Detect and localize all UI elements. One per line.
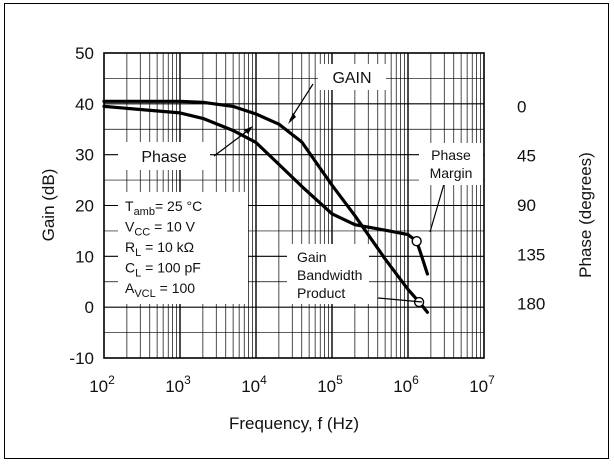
annotation-boxes (118, 64, 483, 304)
series-lines (102, 83, 445, 314)
phase-label-box (118, 142, 210, 170)
phase-margin-leader (429, 183, 445, 233)
condition-line: CL = 100 pF (125, 260, 201, 280)
phase-leader-line (213, 128, 251, 157)
gbp-label: Bandwidth (297, 267, 362, 283)
x-tick-label: 106 (393, 373, 419, 396)
y-tick-left: 10 (75, 247, 94, 266)
gbp-leader (377, 297, 423, 303)
phase-series-label: Phase (141, 149, 186, 166)
y-tick-right: 0 (517, 97, 526, 116)
gbp-label: Gain (297, 249, 327, 265)
x-tick-label: 105 (317, 373, 343, 396)
phase-margin-box (419, 143, 483, 185)
condition-line: AVCL = 100 (125, 280, 195, 300)
y-tick-left: 20 (75, 197, 94, 216)
phase-margin-label: Phase (431, 147, 471, 163)
phase-leader-arrowhead (244, 126, 253, 134)
y-axis-title-right: Phase (degrees) (576, 152, 595, 278)
y-axis-title-left: Gain (dB) (39, 169, 58, 242)
gbp-box (287, 244, 369, 304)
y-tick-left: 50 (75, 44, 94, 63)
phase-margin-label: Margin (430, 165, 473, 181)
y-tick-right: 90 (517, 196, 536, 215)
x-tick-label: 107 (469, 373, 495, 396)
condition-line: RL = 10 kΩ (125, 239, 194, 259)
gain-label-box (318, 64, 386, 90)
conditions-box (118, 192, 248, 304)
condition-line: VCC = 10 V (125, 219, 196, 239)
series-line-gain (102, 99, 429, 314)
x-tick-label: 104 (241, 373, 267, 396)
y-tick-right: 45 (517, 147, 536, 166)
condition-line: Tamb= 25 °C (125, 198, 202, 218)
x-axis-title: Frequency, f (Hz) (229, 414, 359, 433)
figure-frame (4, 3, 609, 459)
y-tick-left: 30 (75, 146, 94, 165)
plot-border (103, 52, 485, 359)
gbp-label: Product (297, 285, 345, 301)
gain-leader-line (289, 83, 314, 121)
y-tick-left: -10 (69, 349, 94, 368)
y-tick-right: 180 (517, 295, 545, 314)
y-tick-left: 40 (75, 95, 94, 114)
phase-margin-point (411, 235, 422, 247)
chart-texts: -10 0 10 20 30 40 50 0 45 90 135 180 102 103 104 105 106… (39, 44, 595, 433)
x-tick-label: 103 (165, 373, 191, 396)
gain-leader-arrowhead (288, 113, 296, 124)
gain-series-label: GAIN (332, 70, 371, 87)
y-tick-right: 135 (517, 245, 545, 264)
x-tick-label: 102 (89, 373, 115, 396)
y-tick-left: 0 (85, 298, 94, 317)
